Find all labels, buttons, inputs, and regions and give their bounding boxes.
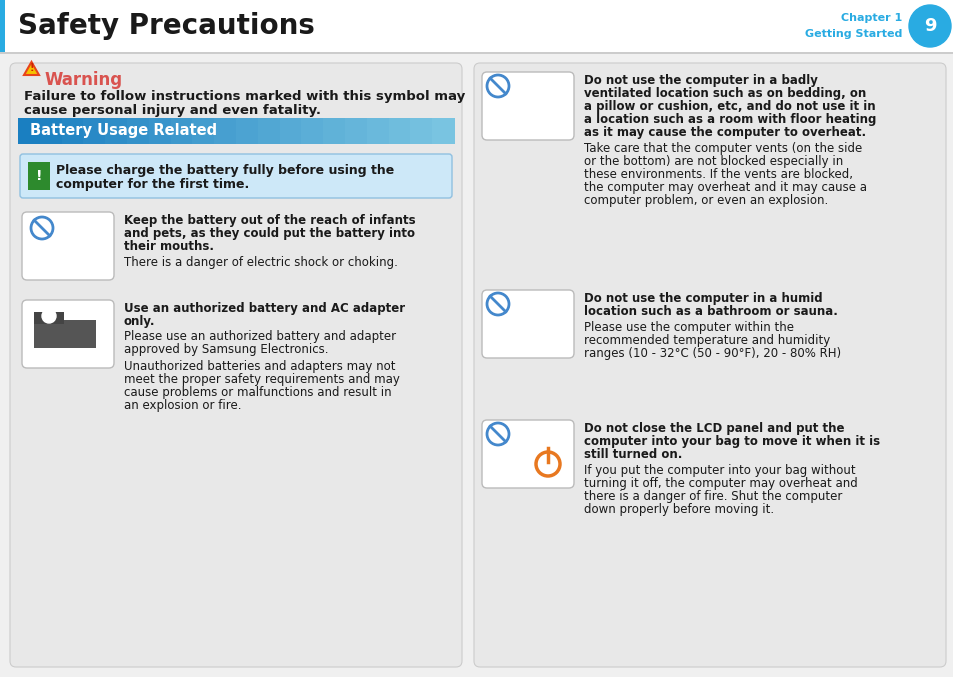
Text: meet the proper safety requirements and may: meet the proper safety requirements and … — [124, 373, 399, 386]
Text: as it may cause the computer to overheat.: as it may cause the computer to overheat… — [583, 126, 865, 139]
Text: Chapter 1: Chapter 1 — [840, 13, 901, 23]
Bar — [323, 118, 346, 144]
Text: a location such as a room with floor heating: a location such as a room with floor hea… — [583, 113, 876, 126]
Text: Please charge the battery fully before using the: Please charge the battery fully before u… — [56, 164, 394, 177]
Bar — [18, 118, 41, 144]
Bar — [40, 118, 63, 144]
Polygon shape — [24, 62, 39, 75]
Text: computer for the first time.: computer for the first time. — [56, 178, 249, 191]
Text: a pillow or cushion, etc, and do not use it in: a pillow or cushion, etc, and do not use… — [583, 100, 875, 113]
FancyBboxPatch shape — [22, 212, 113, 280]
Bar — [83, 118, 106, 144]
Text: there is a danger of fire. Shut the computer: there is a danger of fire. Shut the comp… — [583, 490, 841, 503]
Text: Please use an authorized battery and adapter: Please use an authorized battery and ada… — [124, 330, 395, 343]
Text: only.: only. — [124, 315, 155, 328]
Text: If you put the computer into your bag without: If you put the computer into your bag wi… — [583, 464, 855, 477]
FancyBboxPatch shape — [481, 72, 574, 140]
Bar — [28, 162, 50, 190]
Text: still turned on.: still turned on. — [583, 448, 681, 461]
Text: computer problem, or even an explosion.: computer problem, or even an explosion. — [583, 194, 827, 207]
Text: Unauthorized batteries and adapters may not: Unauthorized batteries and adapters may … — [124, 360, 395, 373]
Text: Battery Usage Related: Battery Usage Related — [30, 123, 217, 139]
Text: Safety Precautions: Safety Precautions — [18, 12, 314, 40]
Text: !: ! — [35, 169, 42, 183]
Bar — [410, 118, 433, 144]
Text: these environments. If the vents are blocked,: these environments. If the vents are blo… — [583, 168, 852, 181]
Text: approved by Samsung Electronics.: approved by Samsung Electronics. — [124, 343, 328, 356]
Bar — [193, 118, 215, 144]
FancyBboxPatch shape — [10, 63, 461, 667]
Circle shape — [908, 5, 950, 47]
Bar — [214, 118, 236, 144]
Bar — [0, 52, 953, 53]
Text: Do not close the LCD panel and put the: Do not close the LCD panel and put the — [583, 422, 843, 435]
Bar — [257, 118, 280, 144]
Bar — [235, 118, 258, 144]
Bar — [432, 118, 455, 144]
Text: Use an authorized battery and AC adapter: Use an authorized battery and AC adapter — [124, 302, 405, 315]
FancyBboxPatch shape — [481, 290, 574, 358]
Text: computer into your bag to move it when it is: computer into your bag to move it when i… — [583, 435, 880, 448]
Text: location such as a bathroom or sauna.: location such as a bathroom or sauna. — [583, 305, 837, 318]
Text: the computer may overheat and it may cause a: the computer may overheat and it may cau… — [583, 181, 866, 194]
Bar — [0, 53, 953, 55]
Text: cause problems or malfunctions and result in: cause problems or malfunctions and resul… — [124, 386, 392, 399]
Text: or the bottom) are not blocked especially in: or the bottom) are not blocked especiall… — [583, 155, 842, 168]
Bar — [0, 58, 953, 60]
Bar — [105, 118, 128, 144]
Text: 9: 9 — [923, 17, 935, 35]
Text: ventilated location such as on bedding, on: ventilated location such as on bedding, … — [583, 87, 865, 100]
Text: There is a danger of electric shock or choking.: There is a danger of electric shock or c… — [124, 256, 397, 269]
FancyBboxPatch shape — [474, 63, 945, 667]
Bar — [0, 55, 953, 56]
Bar — [301, 118, 324, 144]
Text: an explosion or fire.: an explosion or fire. — [124, 399, 241, 412]
Text: and pets, as they could put the battery into: and pets, as they could put the battery … — [124, 227, 415, 240]
Text: Failure to follow instructions marked with this symbol may: Failure to follow instructions marked wi… — [24, 90, 465, 103]
FancyBboxPatch shape — [22, 300, 113, 368]
Bar — [388, 118, 411, 144]
Bar — [171, 118, 193, 144]
Text: !: ! — [30, 64, 33, 74]
Bar — [0, 0, 953, 52]
FancyBboxPatch shape — [481, 420, 574, 488]
Text: ranges (10 - 32°C (50 - 90°F), 20 - 80% RH): ranges (10 - 32°C (50 - 90°F), 20 - 80% … — [583, 347, 841, 360]
Bar — [34, 312, 64, 324]
Circle shape — [42, 309, 56, 323]
Text: Keep the battery out of the reach of infants: Keep the battery out of the reach of inf… — [124, 214, 416, 227]
Bar — [345, 118, 368, 144]
Text: Warning: Warning — [45, 71, 123, 89]
Bar — [149, 118, 172, 144]
Text: cause personal injury and even fatality.: cause personal injury and even fatality. — [24, 104, 320, 117]
Bar — [0, 0, 5, 52]
Text: Getting Started: Getting Started — [803, 29, 901, 39]
Bar — [62, 118, 84, 144]
Bar — [127, 118, 150, 144]
Text: Take care that the computer vents (on the side: Take care that the computer vents (on th… — [583, 142, 862, 155]
Text: down properly before moving it.: down properly before moving it. — [583, 503, 773, 516]
Bar — [279, 118, 302, 144]
Text: Please use the computer within the: Please use the computer within the — [583, 321, 793, 334]
FancyBboxPatch shape — [20, 154, 452, 198]
Text: Do not use the computer in a humid: Do not use the computer in a humid — [583, 292, 821, 305]
Bar — [34, 320, 96, 348]
Text: recommended temperature and humidity: recommended temperature and humidity — [583, 334, 829, 347]
Bar — [366, 118, 389, 144]
Bar — [0, 56, 953, 58]
Text: Do not use the computer in a badly: Do not use the computer in a badly — [583, 74, 817, 87]
Text: turning it off, the computer may overheat and: turning it off, the computer may overhea… — [583, 477, 857, 490]
Text: their mouths.: their mouths. — [124, 240, 213, 253]
